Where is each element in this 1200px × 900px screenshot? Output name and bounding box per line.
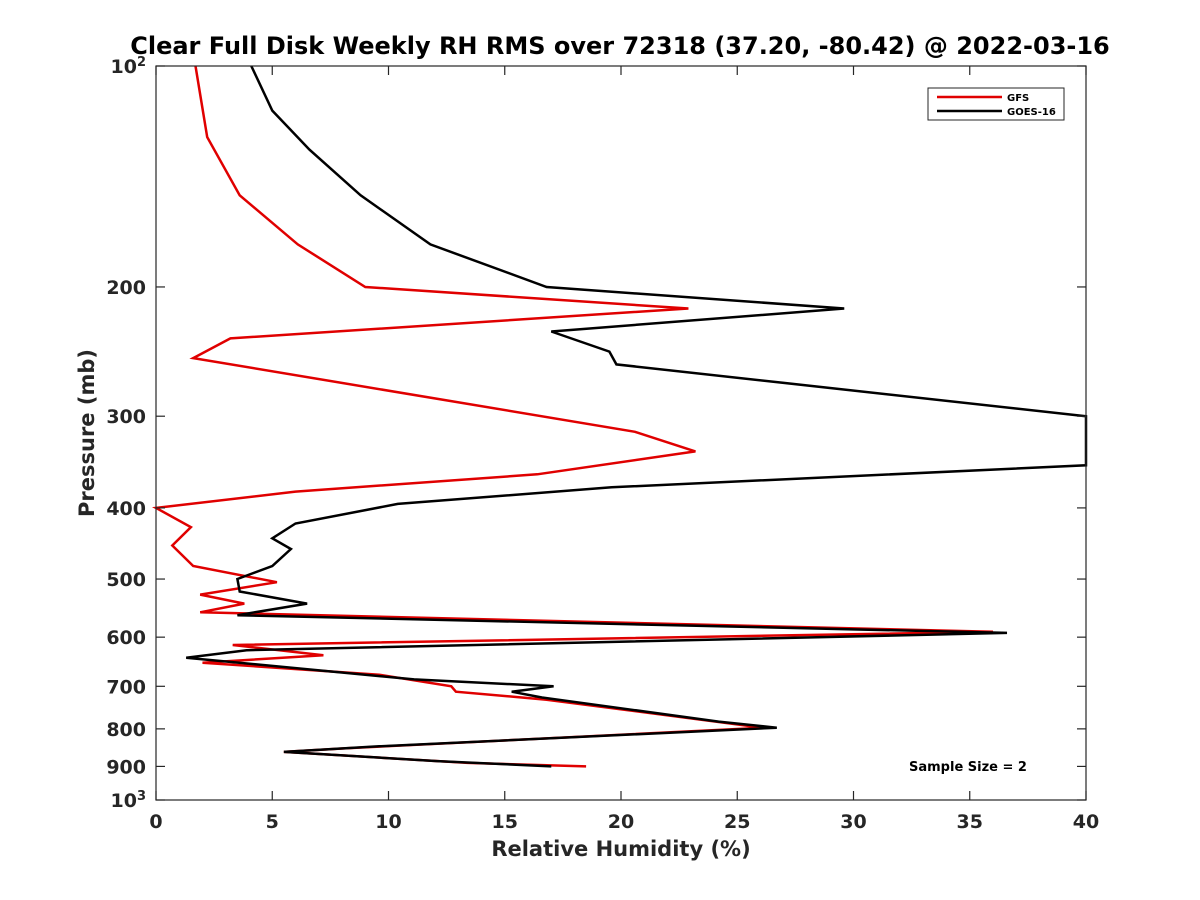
x-tick-label: 20	[608, 811, 634, 833]
y-tick-label: 600	[106, 627, 146, 649]
y-tick-label: 900	[106, 756, 146, 778]
x-axis-label: Relative Humidity (%)	[491, 837, 750, 861]
series-line-0	[151, 65, 994, 768]
y-tick-label: 500	[106, 569, 146, 591]
y-tick-label: 700	[106, 676, 146, 698]
series-layer	[151, 65, 1088, 768]
x-tick-label: 30	[840, 811, 866, 833]
legend-box	[927, 87, 1065, 121]
y-tick-label: 200	[106, 277, 146, 299]
chart-title: Clear Full Disk Weekly RH RMS over 72318…	[130, 32, 1110, 60]
y-tick-label: 800	[106, 719, 146, 741]
y-tick-label: 102	[111, 55, 147, 79]
x-tick-label: 40	[1073, 811, 1099, 833]
y-axis: 102 200 300 400 500 600 700 800 900 103	[106, 55, 1086, 813]
y-tick-label: 400	[106, 498, 146, 520]
y-tick-label: 300	[106, 406, 146, 428]
x-tick-label: 5	[266, 811, 279, 833]
x-tick-label: 10	[375, 811, 401, 833]
legend-label-0: GFS	[1007, 93, 1029, 104]
x-tick-label: 25	[724, 811, 750, 833]
series-line-1	[186, 65, 1088, 768]
y-tick-label: 103	[111, 789, 147, 813]
x-tick-label: 35	[957, 811, 983, 833]
x-axis: 0 5 10 15 20 25 30 35 40	[149, 66, 1099, 833]
plot-frame	[155, 65, 1087, 801]
x-tick-label: 0	[149, 811, 162, 833]
y-axis-label: Pressure (mb)	[75, 349, 99, 517]
legend: GFS GOES-16	[927, 87, 1065, 121]
sample-size-annotation: Sample Size = 2	[909, 760, 1027, 775]
x-tick-label: 15	[492, 811, 518, 833]
legend-label-1: GOES-16	[1007, 107, 1056, 118]
